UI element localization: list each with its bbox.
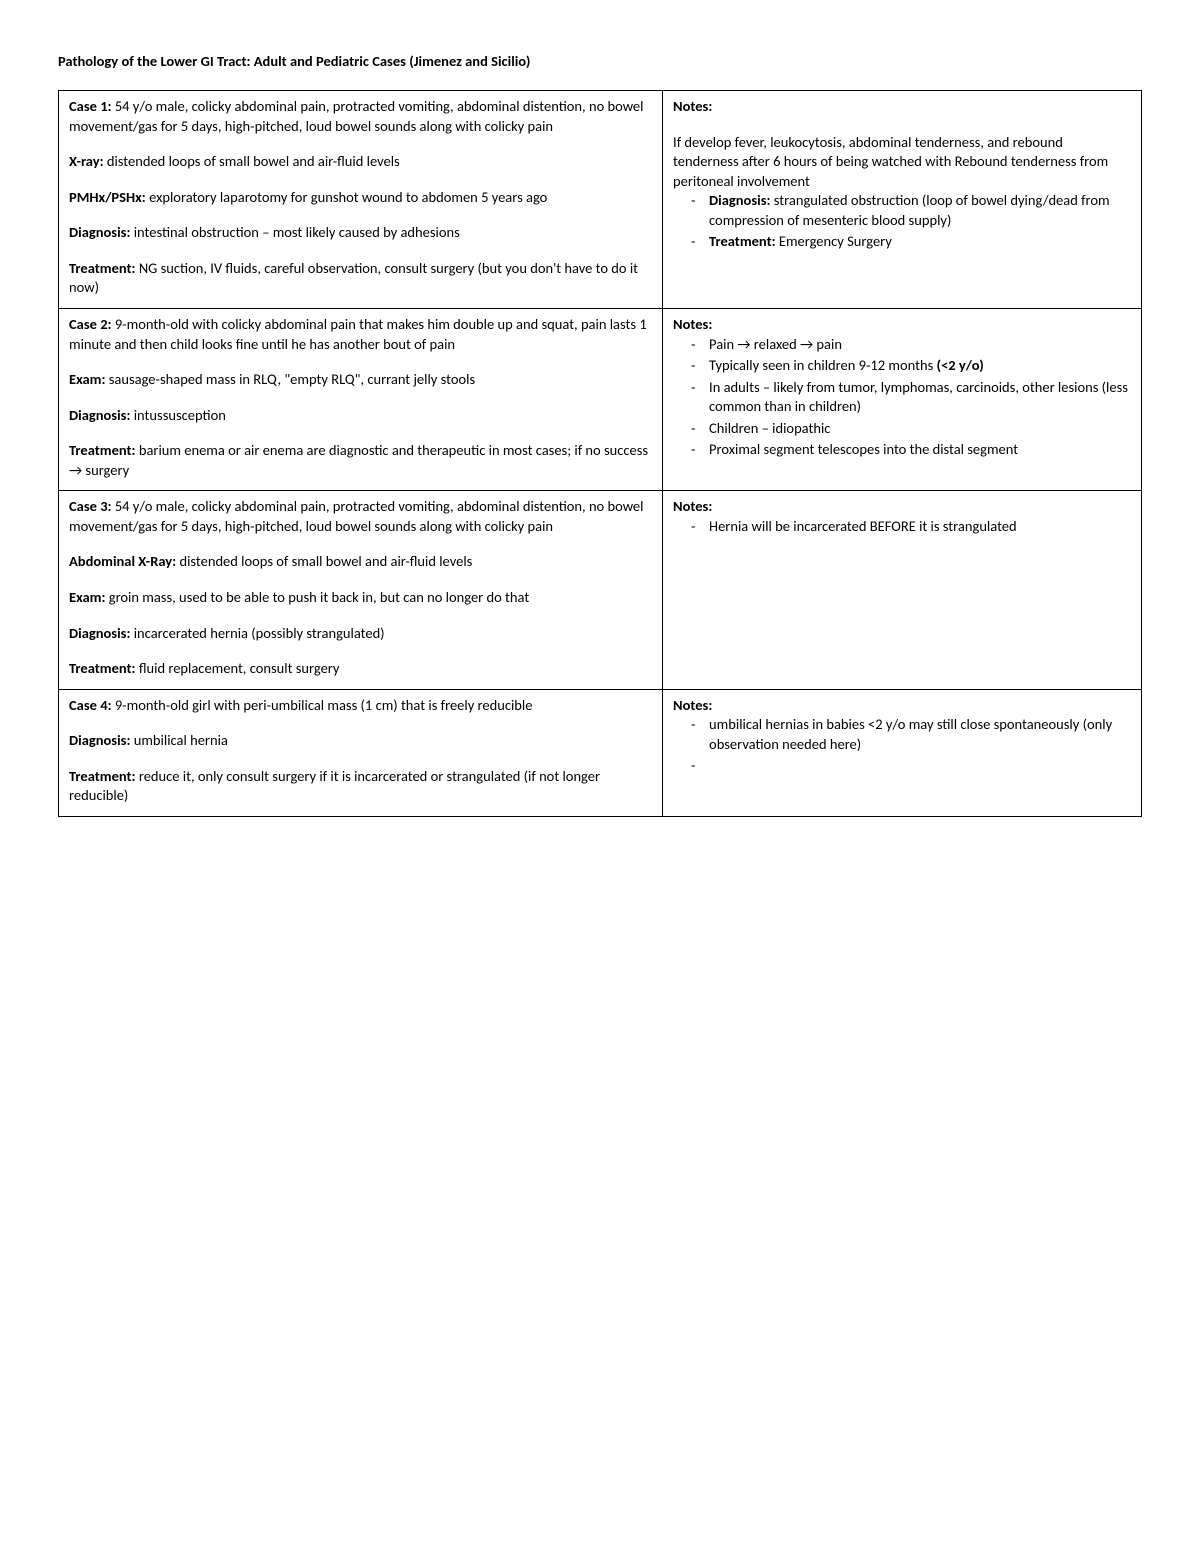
case-left: Case 4: 9-month-old girl with peri-umbil… xyxy=(59,689,663,816)
page-title: Pathology of the Lower GI Tract: Adult a… xyxy=(58,52,1142,70)
case-left: Case 3: 54 y/o male, colicky abdominal p… xyxy=(59,491,663,689)
list-item: Pain → relaxed → pain xyxy=(709,335,1131,355)
case-right: Notes: Hernia will be incarcerated BEFOR… xyxy=(663,491,1142,689)
table-row: Case 2: 9-month-old with colicky abdomin… xyxy=(59,308,1142,490)
notes-label: Notes: xyxy=(673,497,1131,517)
case-text: 54 y/o male, colicky abdominal pain, pro… xyxy=(69,497,643,535)
notes-label: Notes: xyxy=(673,696,1131,716)
dx-label: Diagnosis: xyxy=(69,406,130,424)
list-item: Treatment: Emergency Surgery xyxy=(709,232,1131,252)
dx-text: intussusception xyxy=(130,406,225,424)
list-item: Diagnosis: strangulated obstruction (loo… xyxy=(709,191,1131,230)
exam-label: Exam: xyxy=(69,370,105,388)
exam-label: Exam: xyxy=(69,588,105,606)
tx-text: fluid replacement, consult surgery xyxy=(136,659,340,677)
xray-text: distended loops of small bowel and air-f… xyxy=(104,152,400,170)
tx-text: NG suction, IV fluids, careful observati… xyxy=(69,259,638,297)
notes-label: Notes: xyxy=(673,315,1131,335)
dx-label: Diagnosis: xyxy=(69,624,130,642)
note-bold: (<2 y/o) xyxy=(937,356,984,374)
tx-text: barium enema or air enema are diagnostic… xyxy=(69,441,648,479)
case-label: Case 1: xyxy=(69,97,115,115)
notes-label: Notes: xyxy=(673,97,1131,117)
dx-text: intestinal obstruction – most likely cau… xyxy=(130,223,459,241)
tx-label: Treatment: xyxy=(69,259,136,277)
cases-table: Case 1: 54 y/o male, colicky abdominal p… xyxy=(58,90,1142,817)
notes-intro: If develop fever, leukocytosis, abdomina… xyxy=(673,133,1131,192)
tx-label: Treatment: xyxy=(69,659,136,677)
note-text: Typically seen in children 9-12 months xyxy=(709,356,933,374)
list-item: In adults – likely from tumor, lymphomas… xyxy=(709,378,1131,417)
note-text: Emergency Surgery xyxy=(776,232,892,250)
note-bold: Diagnosis: xyxy=(709,191,770,209)
tx-label: Treatment: xyxy=(69,767,136,785)
tx-text: reduce it, only consult surgery if it is… xyxy=(69,767,600,805)
xray-label: X-ray: xyxy=(69,152,104,170)
pmhx-text: exploratory laparotomy for gunshot wound… xyxy=(146,188,548,206)
exam-text: groin mass, used to be able to push it b… xyxy=(105,588,529,606)
case-text: 9-month-old girl with peri-umbilical mas… xyxy=(112,696,533,714)
case-text: 54 y/o male, colicky abdominal pain, pro… xyxy=(69,97,643,135)
case-right: Notes: Pain → relaxed → pain Typically s… xyxy=(663,308,1142,490)
list-item: Typically seen in children 9-12 months (… xyxy=(709,356,1131,376)
dx-text: umbilical hernia xyxy=(130,731,227,749)
notes-list: Hernia will be incarcerated BEFORE it is… xyxy=(673,517,1131,537)
exam-text: sausage-shaped mass in RLQ, "empty RLQ",… xyxy=(105,370,475,388)
list-item: Hernia will be incarcerated BEFORE it is… xyxy=(709,517,1131,537)
table-row: Case 1: 54 y/o male, colicky abdominal p… xyxy=(59,91,1142,309)
xray-text: distended loops of small bowel and air-f… xyxy=(176,552,472,570)
pmhx-label: PMHx/PSHx: xyxy=(69,188,146,206)
notes-list: umbilical hernias in babies <2 y/o may s… xyxy=(673,715,1131,754)
case-left: Case 2: 9-month-old with colicky abdomin… xyxy=(59,308,663,490)
case-label: Case 2: xyxy=(69,315,112,333)
dx-text: incarcerated hernia (possibly strangulat… xyxy=(130,624,384,642)
case-left: Case 1: 54 y/o male, colicky abdominal p… xyxy=(59,91,663,309)
case-right: Notes: If develop fever, leukocytosis, a… xyxy=(663,91,1142,309)
list-item: Children – idiopathic xyxy=(709,419,1131,439)
case-label: Case 4: xyxy=(69,696,112,714)
table-row: Case 4: 9-month-old girl with peri-umbil… xyxy=(59,689,1142,816)
case-right: Notes: umbilical hernias in babies <2 y/… xyxy=(663,689,1142,816)
note-bold: Treatment: xyxy=(709,232,776,250)
tx-label: Treatment: xyxy=(69,441,136,459)
xray-label: Abdominal X-Ray: xyxy=(69,552,176,570)
list-item: umbilical hernias in babies <2 y/o may s… xyxy=(709,715,1131,754)
list-item: Proximal segment telescopes into the dis… xyxy=(709,440,1131,460)
dx-label: Diagnosis: xyxy=(69,223,130,241)
dx-label: Diagnosis: xyxy=(69,731,130,749)
table-row: Case 3: 54 y/o male, colicky abdominal p… xyxy=(59,491,1142,689)
case-text: 9-month-old with colicky abdominal pain … xyxy=(69,315,647,353)
case-label: Case 3: xyxy=(69,497,112,515)
notes-list: Diagnosis: strangulated obstruction (loo… xyxy=(673,191,1131,252)
notes-list: Pain → relaxed → pain Typically seen in … xyxy=(673,335,1131,460)
